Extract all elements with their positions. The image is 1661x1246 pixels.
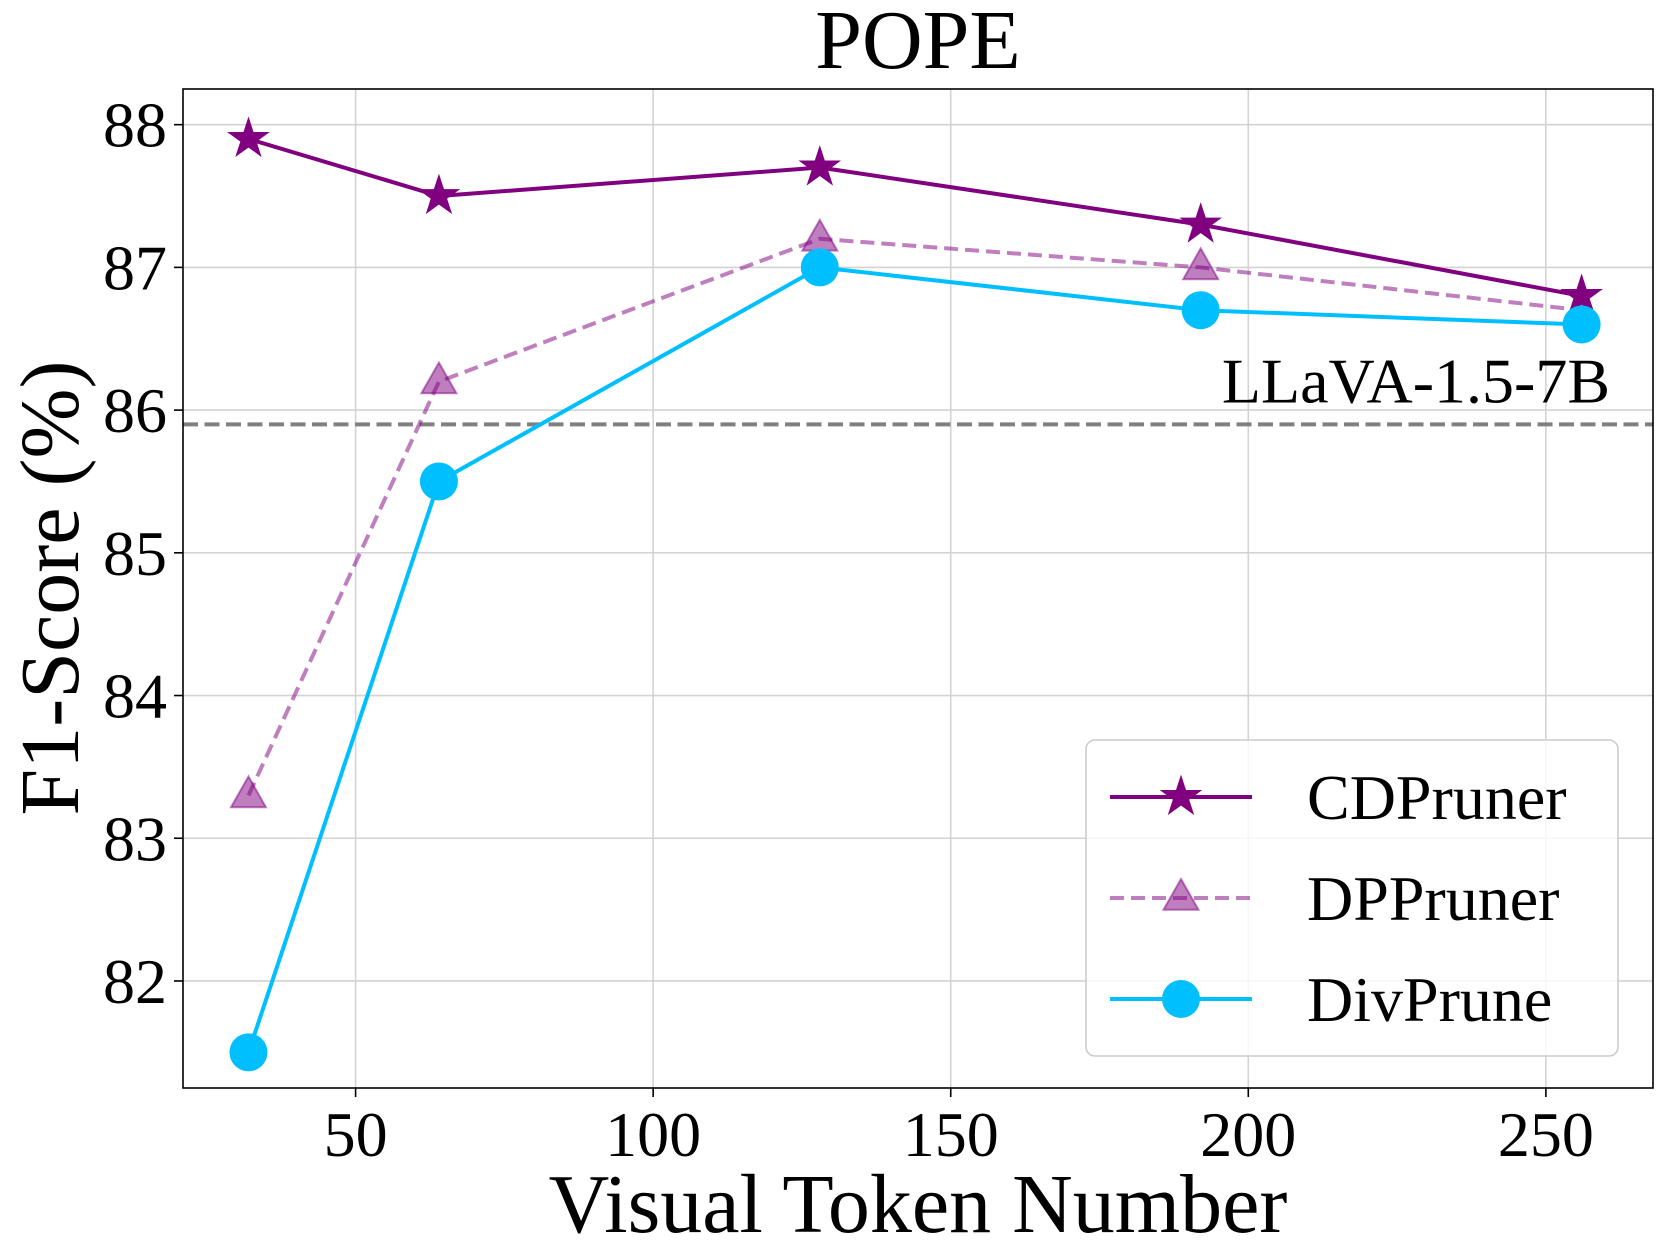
data-point <box>419 360 459 395</box>
data-point <box>798 145 842 186</box>
legend-frame <box>1085 739 1619 1057</box>
data-point <box>1181 246 1220 281</box>
x-tick-label: 50 <box>324 1099 388 1170</box>
data-point <box>1562 305 1601 344</box>
x-tick-label: 150 <box>903 1099 999 1170</box>
reference-line-group: LLaVA-1.5-7B <box>183 345 1653 427</box>
series-cdpruner <box>227 116 1603 315</box>
series-divprune <box>229 248 1601 1072</box>
y-axis-label: F1-Score (%) <box>4 361 97 816</box>
legend-label: DPPruner <box>1307 863 1559 934</box>
y-tick-label: 83 <box>103 803 167 874</box>
legend-marker <box>1162 980 1200 1018</box>
chart-title: POPE <box>815 0 1020 87</box>
data-point <box>229 1033 268 1072</box>
y-tick-label: 84 <box>103 661 167 732</box>
data-point <box>1179 202 1223 243</box>
y-tick-label: 88 <box>103 90 167 161</box>
reference-line-label: LLaVA-1.5-7B <box>1222 345 1610 416</box>
data-point <box>800 248 839 287</box>
x-axis-label: Visual Token Number <box>549 1158 1288 1246</box>
data-point <box>419 462 458 501</box>
grid <box>183 89 1653 1088</box>
legend-entry: CDPruner <box>1110 762 1567 833</box>
legend-entry: DivPrune <box>1110 964 1552 1035</box>
legend-entry: DPPruner <box>1110 863 1559 934</box>
data-point <box>800 217 840 252</box>
y-tick-label: 85 <box>103 518 167 589</box>
data-point <box>417 173 461 215</box>
legend-marker <box>1159 774 1203 816</box>
legend: CDPruner DPPruner DivPrune <box>1085 739 1619 1057</box>
data-point <box>229 774 268 809</box>
legend-label: CDPruner <box>1307 762 1567 833</box>
x-tick-label: 200 <box>1200 1099 1296 1170</box>
x-tick-label: 250 <box>1498 1099 1594 1170</box>
legend-label: DivPrune <box>1307 964 1552 1035</box>
data-point <box>227 116 270 158</box>
plot-frame <box>182 88 1654 1089</box>
x-tick-label: 100 <box>605 1099 701 1170</box>
legend-marker <box>1161 876 1201 911</box>
data-point <box>1181 291 1220 330</box>
axis-ticks: 50 100 150 200 250 82 83 84 85 86 87 88 <box>103 90 1594 1170</box>
y-tick-label: 82 <box>103 946 167 1017</box>
series-group <box>227 116 1603 1072</box>
series-dppruner <box>229 217 1601 809</box>
y-tick-label: 86 <box>103 375 167 446</box>
y-tick-label: 87 <box>103 232 167 303</box>
series-line-cdpruner <box>247 136 1582 298</box>
series-line-dppruner <box>246 236 1582 797</box>
